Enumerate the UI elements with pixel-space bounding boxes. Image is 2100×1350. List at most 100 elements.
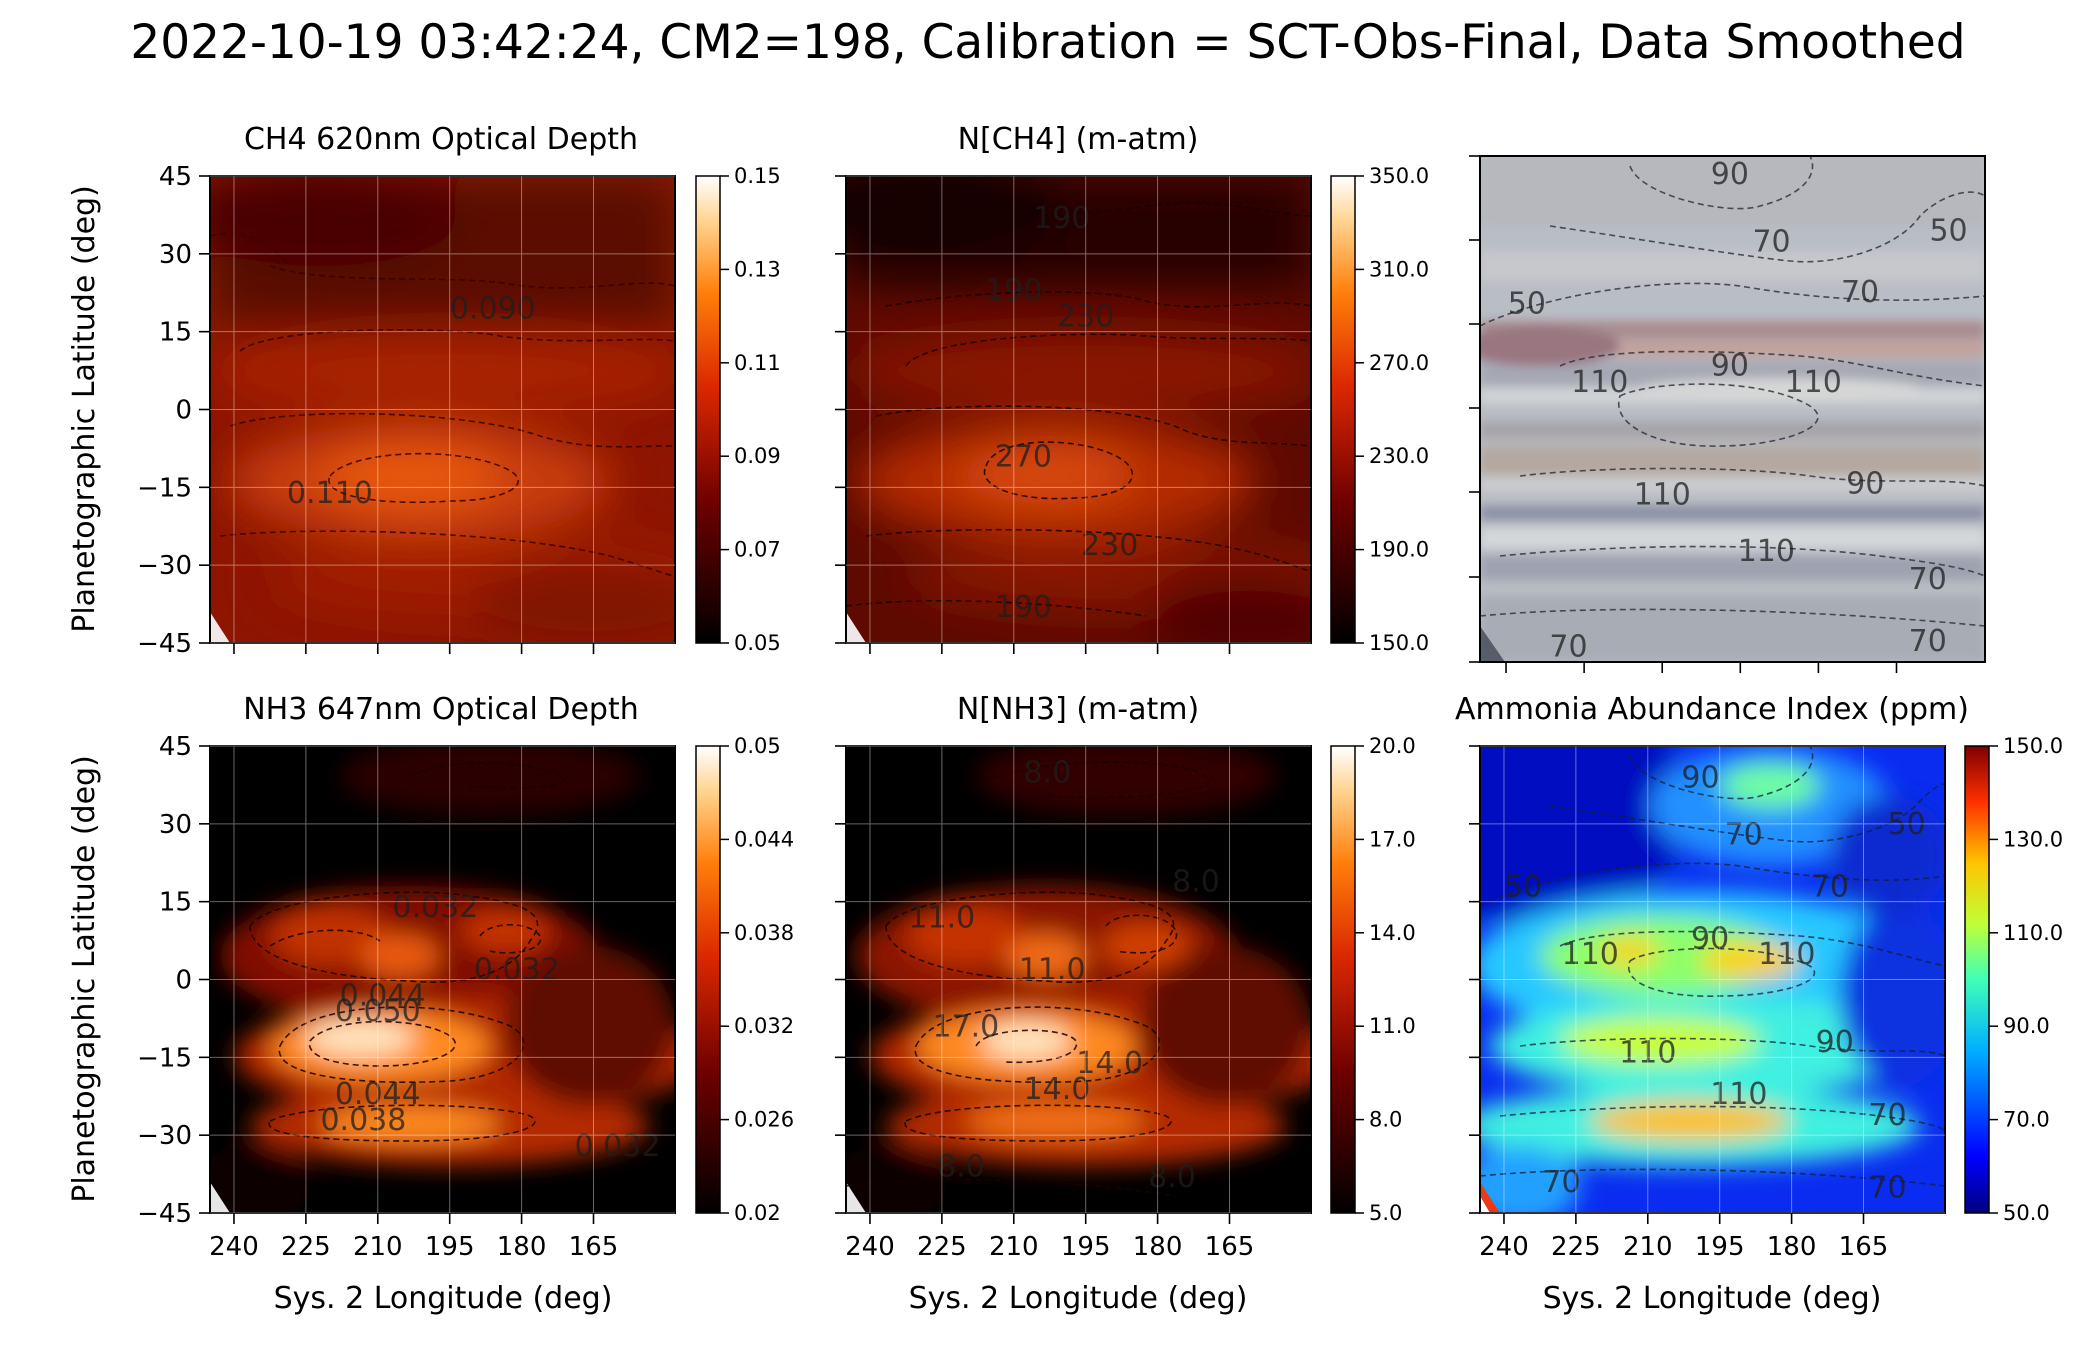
x-tick-label: 210 — [1623, 1232, 1673, 1262]
contour-label: 11.0 — [908, 901, 975, 936]
x-tick-label: 180 — [1767, 1232, 1817, 1262]
contour-label: 90 — [1691, 921, 1729, 956]
x-tick-label: 210 — [989, 1232, 1039, 1262]
colorbar-tick-label: 0.07 — [734, 538, 781, 562]
y-tick-label: 15 — [159, 318, 192, 348]
contour-label: 110 — [1619, 1036, 1676, 1071]
colorbar-tick-label: 310.0 — [1369, 257, 1429, 281]
x-tick-label: 240 — [209, 1232, 259, 1262]
contour-label: 0.044 — [340, 978, 426, 1013]
contour-label: 14.0 — [1024, 1072, 1091, 1107]
contour-label: 110 — [1710, 1077, 1767, 1112]
contour-label: 70 — [1868, 1170, 1906, 1205]
y-axis-label: Planetographic Latitude (deg) — [67, 185, 102, 633]
contour-label: 190 — [995, 590, 1052, 625]
y-tick-label: 30 — [159, 810, 192, 840]
contour-label: 110 — [1562, 937, 1619, 972]
contour-label: 110 — [1738, 534, 1795, 569]
contour-label: 11.0 — [1019, 953, 1086, 988]
colorbar: 0.05 0.044 0.038 0.032 0.026 0.02 — [695, 734, 794, 1225]
contour-label: 110 — [1758, 937, 1815, 972]
x-tick-label: 225 — [917, 1232, 967, 1262]
contour-label: 70 — [1811, 869, 1849, 904]
y-tick-label: −45 — [137, 1199, 192, 1229]
contour-label: 8.0 — [1023, 755, 1071, 790]
colorbar-tick-label: 0.02 — [734, 1201, 781, 1225]
contour-label: 50 — [1508, 286, 1546, 321]
contour-label: 90 — [1681, 761, 1719, 796]
colorbar-tick-label: 0.15 — [734, 164, 781, 188]
contour-label: 0.090 — [450, 292, 536, 327]
contour-label: 90 — [1846, 466, 1884, 501]
contour-label: 14.0 — [1076, 1046, 1143, 1081]
x-axis-label: Sys. 2 Longitude (deg) — [1543, 1281, 1882, 1316]
x-tick-label: 180 — [497, 1232, 547, 1262]
colorbar-tick-label: 8.0 — [1369, 1108, 1402, 1132]
x-axis-label: Sys. 2 Longitude (deg) — [909, 1281, 1248, 1316]
contour-label: 8.0 — [1172, 864, 1220, 899]
y-tick-marks — [1469, 155, 1480, 663]
panel-nh3-od: NH3 647nm Optical Depth 0.0320.0320.0440… — [67, 692, 794, 1316]
colorbar-tick-label: 0.09 — [734, 444, 781, 468]
x-tick-label: 165 — [1205, 1232, 1255, 1262]
contour-label: 0.038 — [320, 1103, 406, 1138]
heatmap-image — [1480, 746, 1945, 1213]
colorbar: 20.0 17.0 14.0 11.0 8.0 5.0 — [1330, 734, 1416, 1225]
contour-label: 90 — [1711, 157, 1749, 192]
x-tick-label: 195 — [1061, 1232, 1111, 1262]
colorbar-tick-label: 17.0 — [1369, 827, 1416, 851]
heatmap-image — [846, 736, 1341, 1213]
contour-label: 190 — [985, 274, 1042, 309]
gridlines — [210, 175, 675, 644]
composite-image — [1480, 156, 1985, 662]
contour-label: 70 — [1909, 624, 1947, 659]
y-tick-label: −30 — [137, 1121, 192, 1151]
y-tick-label: 15 — [159, 888, 192, 918]
contour-label: 70 — [1909, 562, 1947, 597]
colorbar-tick-label: 130.0 — [2003, 827, 2063, 851]
contour-label: 0.044 — [335, 1077, 421, 1112]
contour-label: 90 — [1816, 1025, 1854, 1060]
y-axis-label: Planetographic Latitude (deg) — [67, 755, 102, 1203]
x-tick-label: 165 — [1839, 1232, 1889, 1262]
colorbar-tick-label: 0.026 — [734, 1108, 794, 1132]
x-tick-label: 240 — [845, 1232, 895, 1262]
y-tick-label: 0 — [175, 966, 192, 996]
contour-label: 0.032 — [575, 1129, 661, 1164]
panel-title: N[NH3] (m-atm) — [957, 692, 1199, 727]
colorbar: 0.15 0.13 0.11 0.09 0.07 0.05 — [695, 164, 781, 655]
contour-label: 8.0 — [937, 1150, 985, 1185]
contour-label: 90 — [1711, 348, 1749, 383]
colorbar-tick-label: 190.0 — [1369, 538, 1429, 562]
y-tick-label: −45 — [137, 629, 192, 659]
contour-label: 0.110 — [287, 476, 373, 511]
x-tick-label: 225 — [281, 1232, 331, 1262]
panel-title: N[CH4] (m-atm) — [958, 122, 1199, 157]
contour-label: 70 — [1868, 1098, 1906, 1133]
colorbar-tick-label: 70.0 — [2003, 1108, 2050, 1132]
panel-title: NH3 647nm Optical Depth — [243, 692, 639, 727]
colorbar-tick-label: 0.038 — [734, 921, 794, 945]
contour-label: 8.0 — [1148, 1160, 1196, 1195]
contour-label: 70 — [1725, 818, 1763, 853]
colorbar-tick-label: 230.0 — [1369, 444, 1429, 468]
gridlines — [846, 745, 1311, 1214]
x-tick-label: 165 — [569, 1232, 619, 1262]
panel-title: CH4 620nm Optical Depth — [244, 122, 638, 157]
colorbar-tick-label: 5.0 — [1369, 1201, 1402, 1225]
panel-n-nh3: N[NH3] (m-atm) 8.0 8.0 11.0 11.0 17.0 14.014.… — [835, 692, 1416, 1316]
contour-label: 0.050 — [335, 994, 421, 1029]
contour-label: 17.0 — [932, 1010, 999, 1045]
x-axis-label: Sys. 2 Longitude (deg) — [274, 1281, 613, 1316]
colorbar-tick-label: 150.0 — [2003, 734, 2063, 758]
x-tick-label: 195 — [425, 1232, 475, 1262]
y-tick-label: −15 — [137, 473, 192, 503]
x-tick-label: 225 — [1551, 1232, 1601, 1262]
gridlines — [210, 745, 675, 1214]
contour-label: 110 — [1634, 478, 1691, 513]
heatmap-image — [210, 166, 675, 643]
